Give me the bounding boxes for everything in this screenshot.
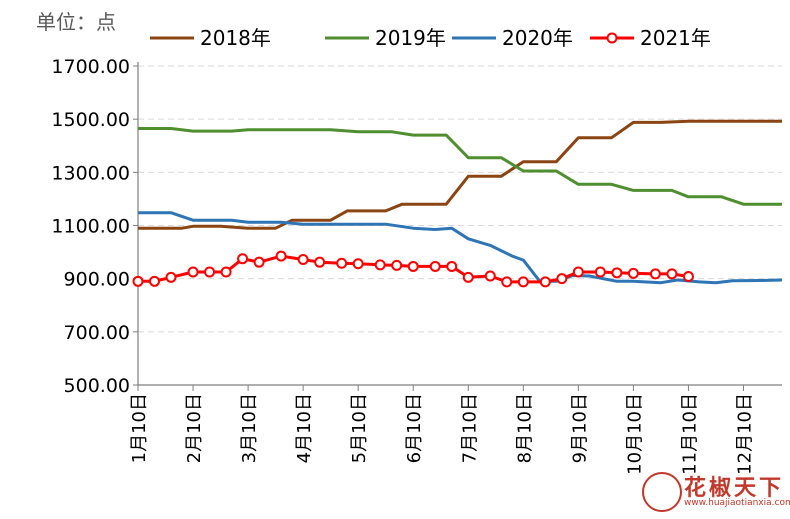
watermark-logo: 花椒天下 www.huajiaotianxia.com	[640, 470, 790, 516]
x-tick-labels: 1月10日 2月10日 3月10日 4月10日 5月10日 6月10日 7月10日 8月10日…	[129, 393, 755, 475]
data-point	[627, 267, 639, 279]
data-point	[649, 268, 661, 280]
grid-lines	[138, 65, 782, 333]
legend-label: 2020年	[502, 26, 573, 50]
series-lines	[132, 119, 783, 288]
watermark-title: 花椒天下	[684, 476, 785, 501]
data-point	[462, 271, 474, 283]
data-point	[253, 256, 265, 268]
data-point	[594, 266, 606, 278]
y-tick-label: 1300.00	[51, 162, 130, 184]
data-point	[237, 253, 249, 265]
data-point	[314, 256, 326, 268]
data-point	[611, 267, 623, 279]
data-point	[429, 260, 441, 272]
data-point	[556, 273, 568, 285]
y-tick-label: 1100.00	[51, 216, 130, 238]
y-tick-label: 1500.00	[51, 109, 130, 131]
data-point	[572, 266, 584, 278]
y-tick-labels: 500.00 700.00 900.00 1100.00 1300.00 1500.00 1…	[51, 56, 130, 397]
data-point	[446, 260, 458, 272]
x-tick-label: 8月10日	[514, 393, 535, 463]
legend-label: 2021年	[640, 26, 711, 50]
x-tick-label: 6月10日	[404, 393, 425, 463]
x-tick-label: 9月10日	[569, 393, 590, 463]
data-point	[297, 254, 309, 266]
x-tick-label: 2月10日	[184, 393, 205, 463]
data-point	[149, 275, 161, 287]
y-tick-label: 900.00	[64, 269, 130, 291]
series-line-2019年	[138, 127, 782, 206]
x-tick-label: 4月10日	[294, 393, 315, 463]
watermark-url: www.huajiaotianxia.com	[684, 498, 790, 508]
data-point	[666, 268, 678, 280]
data-point	[682, 271, 694, 283]
data-point	[484, 270, 496, 282]
data-point	[336, 257, 348, 269]
x-tick-label: 11月10日	[679, 393, 700, 475]
data-point	[407, 260, 419, 272]
x-tick-label: 7月10日	[459, 393, 480, 463]
x-tick-label: 3月10日	[239, 393, 260, 463]
unit-label: 单位：点	[36, 10, 116, 34]
data-point	[220, 266, 232, 278]
data-point	[187, 266, 199, 278]
y-tick-label: 700.00	[64, 322, 130, 344]
legend-label: 2018年	[200, 26, 271, 50]
x-tick-label: 1月10日	[129, 393, 150, 463]
y-tick-label: 1700.00	[51, 56, 130, 78]
axes	[133, 62, 782, 391]
data-point	[204, 266, 216, 278]
legend: 2018年 2019年 2020年 2021年	[150, 26, 711, 50]
series-line-2018年	[138, 119, 782, 230]
data-point	[501, 276, 513, 288]
data-point	[391, 259, 403, 271]
x-tick-label: 10月10日	[624, 393, 645, 475]
y-tick-label: 500.00	[64, 375, 130, 397]
legend-label: 2019年	[375, 26, 446, 50]
legend-marker	[606, 32, 618, 44]
x-tick-label: 5月10日	[349, 393, 370, 463]
data-point	[165, 271, 177, 283]
data-point	[539, 276, 551, 288]
data-point	[517, 276, 529, 288]
x-tick-label: 12月10日	[734, 393, 755, 475]
data-point	[275, 250, 287, 262]
data-point	[374, 259, 386, 271]
pepper-icon	[642, 472, 682, 512]
data-point	[132, 275, 144, 287]
data-point	[352, 258, 364, 270]
